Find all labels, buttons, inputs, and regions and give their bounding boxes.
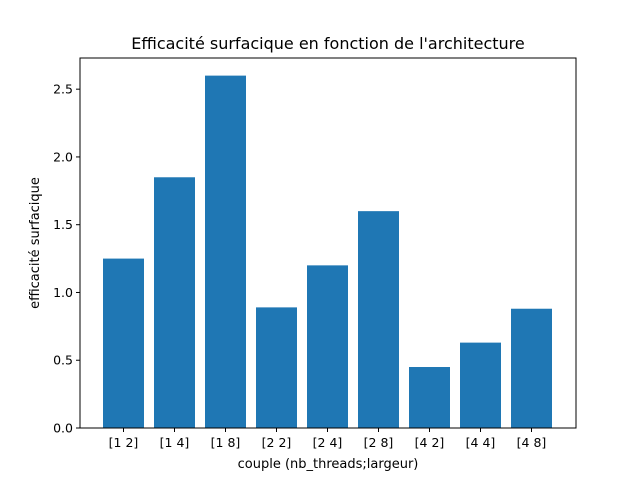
y-tick-label: 1.0 — [53, 285, 73, 300]
chart-title: Efficacité surfacique en fonction de l'a… — [131, 34, 525, 53]
bar-6 — [409, 367, 450, 428]
bar-5 — [358, 211, 399, 428]
x-axis-label: couple (nb_threads;largeur) — [238, 457, 419, 472]
x-axis: [1 2] [1 4] [1 8] [2 2] [2 4] [2 8] [4 2] [4 4]… — [109, 428, 547, 450]
bar-3 — [256, 307, 297, 428]
bar-8 — [511, 308, 552, 428]
bar-7 — [460, 342, 501, 428]
x-tick-label: [2 8] — [364, 435, 394, 450]
x-tick-label: [2 4] — [313, 435, 343, 450]
bar-1 — [154, 177, 195, 428]
bars-group — [103, 75, 552, 429]
x-tick-label: [2 2] — [262, 435, 292, 450]
x-tick-label: [4 4] — [466, 435, 496, 450]
x-tick-label: [1 8] — [211, 435, 241, 450]
y-tick-label: 0.5 — [53, 353, 73, 368]
plot-frame — [79, 57, 577, 429]
y-tick-label: 2.0 — [53, 149, 73, 164]
x-tick-label: [4 8] — [517, 435, 547, 450]
bar-0 — [103, 258, 144, 428]
x-tick-label: [4 2] — [415, 435, 445, 450]
x-tick-label: [1 2] — [109, 435, 139, 450]
y-axis-label: efficacité surfacique — [28, 177, 43, 309]
y-tick-label: 2.5 — [53, 82, 73, 97]
bar-4 — [307, 265, 348, 428]
x-tick-label: [1 4] — [160, 435, 190, 450]
y-axis: 0.0 0.5 1.0 1.5 2.0 2.5 — [53, 82, 80, 436]
bar-2 — [205, 75, 246, 429]
y-tick-label: 1.5 — [53, 217, 73, 232]
y-tick-label: 0.0 — [53, 421, 73, 436]
